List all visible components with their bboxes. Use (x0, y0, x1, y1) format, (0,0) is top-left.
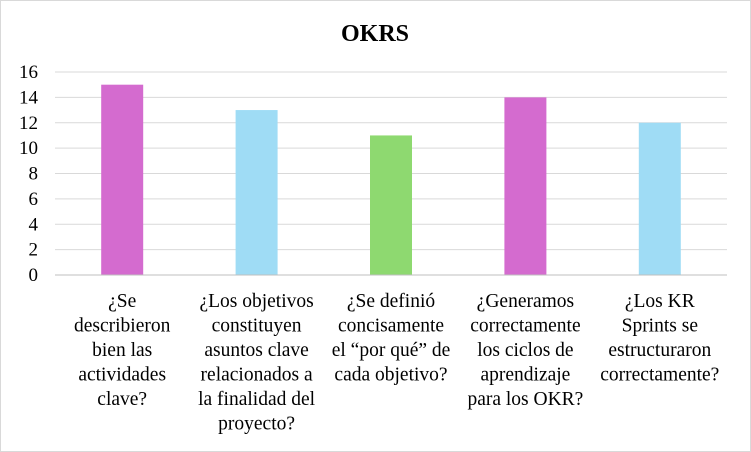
y-tick-label: 14 (19, 87, 39, 108)
x-category-label-line: ¿Se (108, 291, 136, 312)
bar (101, 84, 144, 275)
y-tick-label: 2 (29, 240, 39, 261)
x-category-label-line: para los OKR? (467, 389, 583, 410)
x-category-label-line: clave? (97, 389, 147, 410)
x-category-label: ¿Generamos correctamente los ciclos de apre… (467, 291, 583, 410)
y-tick-label: 6 (29, 189, 39, 210)
x-category-label: ¿Se describieron bien las actividades clave? (74, 291, 171, 410)
x-category-label-line: la finalidad del (198, 389, 316, 410)
x-category-label-line: correctamente (470, 316, 580, 337)
x-category-label-line: constituyen (212, 316, 302, 337)
x-axis-category-labels: ¿Se describieron bien las actividades clave?… (74, 291, 719, 435)
x-category-label-line: concisamente (338, 316, 444, 337)
chart-title: OKRS (341, 21, 409, 47)
x-category-label-line: ¿Se definió (347, 291, 435, 312)
bar (504, 97, 547, 275)
x-category-label-line: relacionados a (201, 365, 313, 386)
y-tick-label: 16 (19, 62, 38, 83)
y-tick-label: 12 (19, 113, 38, 134)
x-category-label-line: los ciclos de (477, 340, 573, 361)
x-category-label-line: describieron (74, 316, 171, 337)
x-category-label-line: aprendizaje (480, 365, 570, 386)
bar (370, 135, 412, 275)
bars (101, 84, 681, 275)
x-category-label-line: el “por qué” de (332, 340, 451, 361)
x-category-label-line: estructuraron (608, 340, 711, 361)
x-category-label-line: ¿Generamos (477, 291, 574, 312)
x-category-label-line: bien las (92, 340, 152, 361)
bar (235, 110, 278, 275)
y-tick-label: 4 (29, 214, 39, 235)
y-axis-ticks: 0 2 4 6 8 10 12 14 16 (19, 62, 39, 286)
y-tick-label: 0 (29, 265, 39, 286)
x-category-label: ¿Los objetivos constituyen asuntos clave re… (198, 291, 316, 435)
bar (638, 122, 681, 275)
y-tick-label: 8 (29, 164, 39, 185)
x-category-label-line: asuntos clave (204, 340, 309, 361)
x-category-label: ¿Se definió concisamente el “por qué” de ca… (332, 291, 451, 386)
x-category-label: ¿Los KR Sprints se estructuraron correctame… (600, 291, 719, 386)
x-category-label-line: cada objetivo? (334, 365, 447, 386)
x-category-label-line: ¿Los KR (625, 291, 695, 312)
x-category-label-line: Sprints se (622, 316, 698, 337)
x-category-label-line: proyecto? (218, 414, 295, 435)
x-category-label-line: actividades (78, 365, 166, 386)
x-category-label-line: correctamente? (600, 365, 719, 386)
x-category-label-line: ¿Los objetivos (199, 291, 313, 312)
y-tick-label: 10 (19, 138, 38, 159)
